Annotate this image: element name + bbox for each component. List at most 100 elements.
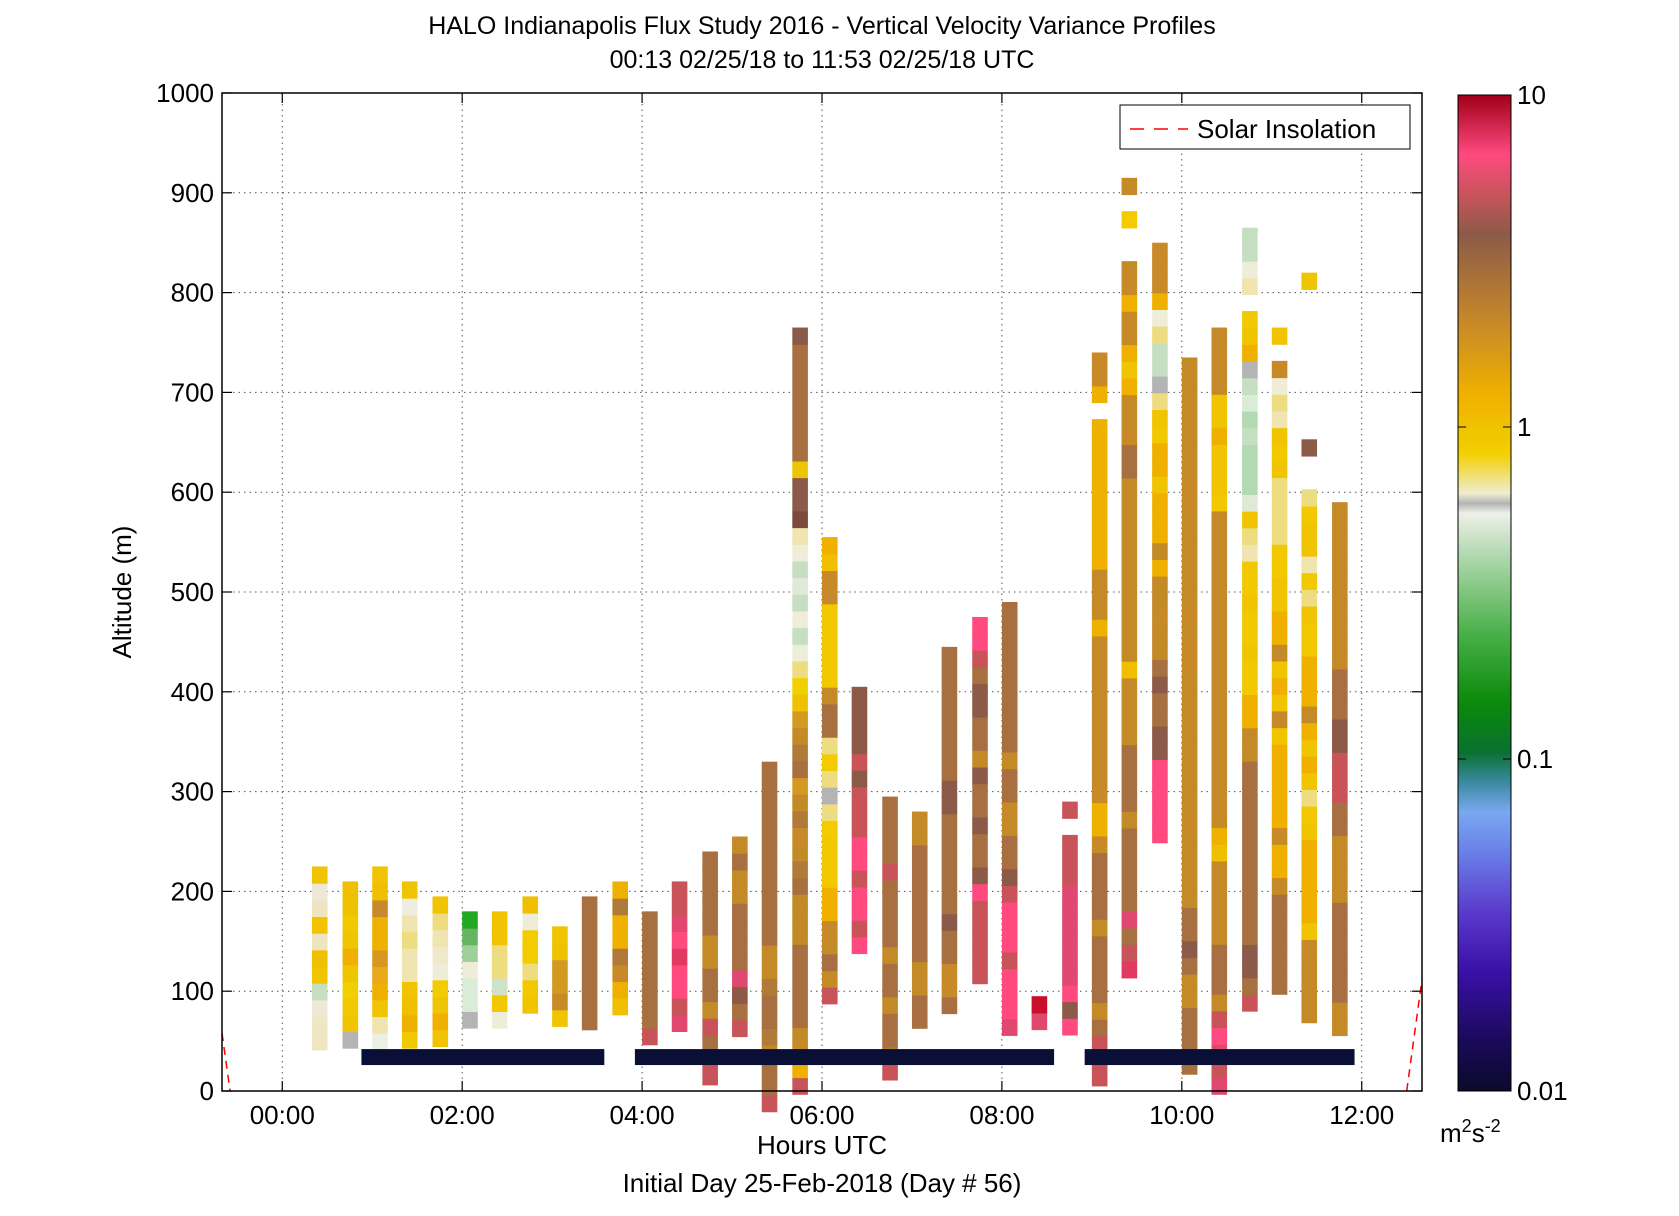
heatmap-cell: [1271, 560, 1288, 579]
heatmap-cell: [1031, 996, 1048, 1014]
heatmap-cell: [792, 894, 808, 912]
heatmap-cell: [372, 949, 388, 968]
heatmap-cell: [1211, 510, 1228, 529]
heatmap-cell: [432, 946, 449, 964]
heatmap-cell: [702, 1001, 718, 1019]
heatmap-cell: [491, 928, 508, 946]
heatmap-cell: [1301, 972, 1318, 990]
heatmap-cell: [792, 794, 808, 812]
heatmap-cell: [1091, 852, 1108, 870]
heatmap-cell: [1242, 627, 1258, 645]
heatmap-cell: [702, 918, 718, 936]
y-axis-label: Altitude (m): [107, 526, 137, 659]
solar-insolation-line: [221, 979, 1423, 1092]
heatmap-cell: [612, 948, 629, 966]
heatmap-cell: [882, 979, 898, 998]
heatmap-cell: [882, 963, 898, 981]
heatmap-cell: [1181, 657, 1198, 675]
heatmap-cell: [1152, 659, 1168, 677]
heatmap-cell: [851, 820, 868, 838]
heatmap-cell: [1301, 889, 1318, 907]
heatmap-cell: [1242, 677, 1258, 695]
heatmap-cell: [552, 926, 568, 944]
heatmap-cell: [1211, 660, 1228, 679]
heatmap-cell: [1181, 957, 1198, 975]
heatmap-cell: [491, 911, 508, 929]
heatmap-cell: [1091, 952, 1108, 970]
heatmap-cell: [822, 920, 838, 938]
heatmap-cell: [522, 963, 539, 981]
y-tick-label: 300: [171, 777, 214, 807]
heatmap-cell: [1062, 1018, 1078, 1036]
heatmap-cell: [972, 950, 988, 968]
heatmap-cell: [1091, 602, 1108, 620]
heatmap-cell: [462, 1011, 478, 1029]
heatmap-cell: [1301, 655, 1318, 674]
heatmap-cell: [671, 948, 688, 966]
heatmap-cell: [1091, 369, 1108, 387]
heatmap-cell: [1121, 527, 1138, 546]
heatmap-cell: [822, 653, 838, 672]
heatmap-cell: [1181, 440, 1198, 459]
heatmap-cell: [792, 344, 808, 362]
heatmap-cell: [642, 978, 658, 996]
heatmap-cell: [732, 953, 748, 971]
heatmap-cell: [491, 994, 508, 1012]
heatmap-cell: [1211, 810, 1228, 829]
heatmap-cell: [1091, 735, 1108, 754]
y-tick-label: 100: [171, 976, 214, 1006]
heatmap-cell: [1091, 1035, 1108, 1054]
heatmap-cell: [522, 946, 539, 964]
heatmap-cell: [1332, 1018, 1348, 1037]
heatmap-cell: [1001, 718, 1018, 736]
heatmap-cell: [1181, 907, 1198, 925]
heatmap-cell: [1242, 377, 1258, 395]
heatmap-cell: [1271, 527, 1288, 545]
heatmap-cell: [401, 998, 418, 1016]
heatmap-cell: [732, 869, 748, 888]
heatmap-cell: [1242, 494, 1258, 512]
heatmap-cell: [1152, 376, 1168, 394]
heatmap-cell: [761, 994, 778, 1013]
heatmap-cell: [882, 1029, 898, 1048]
heatmap-cell: [911, 944, 928, 963]
heatmap-cell: [1091, 669, 1108, 687]
heatmap-cell: [1001, 935, 1018, 953]
heatmap-cell: [911, 878, 928, 896]
heatmap-cell: [491, 961, 508, 979]
heatmap-cell: [1332, 635, 1348, 653]
heatmap-cell: [1062, 968, 1078, 986]
heatmap-cell: [1001, 751, 1018, 770]
heatmap-cell: [1091, 769, 1108, 787]
heatmap-cell: [1242, 561, 1258, 579]
heatmap-cell: [1242, 394, 1258, 412]
heatmap-cell: [1242, 744, 1258, 762]
heatmap-cell: [311, 883, 328, 901]
heatmap-cell: [1001, 1001, 1018, 1020]
heatmap-cell: [1121, 961, 1138, 979]
heatmap-cell: [882, 946, 898, 964]
heatmap-cell: [612, 881, 629, 899]
heatmap-cell: [1332, 985, 1348, 1003]
heatmap-cell: [972, 733, 988, 751]
heatmap-cell: [1242, 361, 1258, 379]
heatmap-cell: [1091, 502, 1108, 520]
heatmap-cell: [581, 963, 598, 981]
heatmap-cell: [792, 844, 808, 862]
heatmap-cell: [761, 1011, 778, 1029]
heatmap-cell: [311, 1033, 328, 1051]
heatmap-cell: [792, 677, 808, 695]
heatmap-cell: [1152, 442, 1168, 460]
heatmap-cell: [311, 1016, 328, 1034]
heatmap-cell: [1001, 835, 1018, 853]
x-tick-label: 00:00: [250, 1100, 315, 1130]
heatmap-cell: [972, 716, 988, 735]
heatmap-cell: [792, 477, 808, 495]
heatmap-cell: [1062, 834, 1078, 853]
heatmap-cell: [1271, 977, 1288, 995]
heatmap-cell: [882, 829, 898, 848]
heatmap-cell: [1242, 844, 1258, 862]
heatmap-cell: [1001, 635, 1018, 653]
heatmap-cell: [1152, 559, 1168, 577]
heatmap-cell: [1211, 1010, 1228, 1029]
